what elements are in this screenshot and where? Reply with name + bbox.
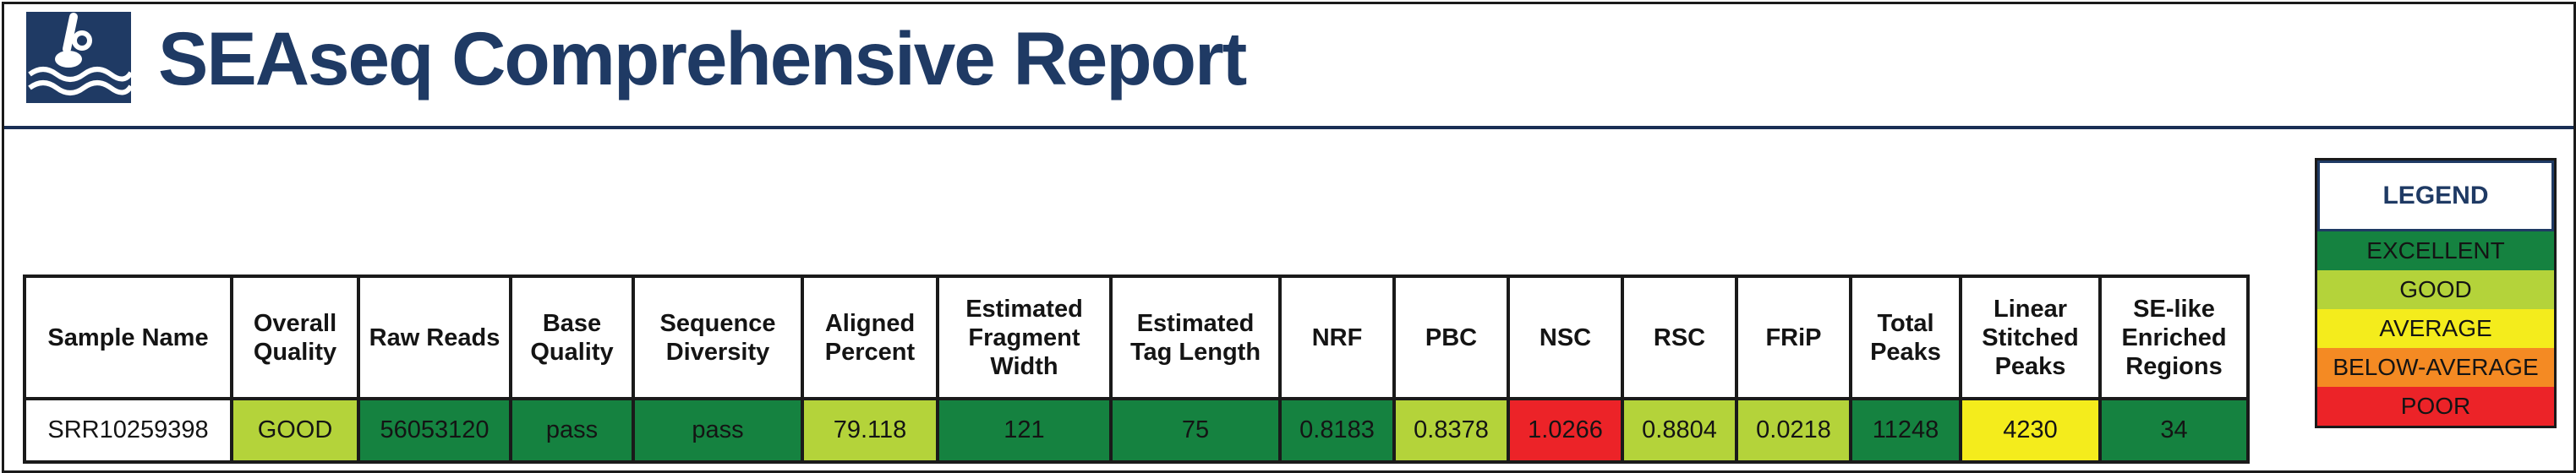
- table-row: SRR10259398 GOOD 56053120 pass pass 79.1…: [23, 397, 2250, 464]
- sample-name-cell: SRR10259398: [23, 397, 233, 464]
- tag-length-cell: 75: [1109, 397, 1282, 464]
- col-header: NRF: [1278, 275, 1396, 400]
- overall-quality-cell: GOOD: [230, 397, 360, 464]
- rsc-cell: 0.8804: [1621, 397, 1738, 464]
- quality-legend: LEGEND EXCELLENT GOOD AVERAGE BELOW-AVER…: [2315, 158, 2557, 428]
- col-header: SE-like Enriched Regions: [2098, 275, 2250, 400]
- col-header: Sample Name: [23, 275, 233, 400]
- col-header: NSC: [1507, 275, 1624, 400]
- col-header: Raw Reads: [357, 275, 512, 400]
- col-header: FRiP: [1735, 275, 1852, 400]
- nrf-cell: 0.8183: [1278, 397, 1396, 464]
- legend-title: LEGEND: [2317, 160, 2554, 231]
- report-title: SEAseq Comprehensive Report: [158, 16, 1247, 101]
- col-header: Overall Quality: [230, 275, 360, 400]
- col-header: PBC: [1392, 275, 1510, 400]
- col-header: Base Quality: [509, 275, 635, 400]
- report-header: SEAseq Comprehensive Report: [4, 4, 2573, 129]
- fragment-width-cell: 121: [936, 397, 1113, 464]
- nsc-cell: 1.0266: [1507, 397, 1624, 464]
- col-header: Linear Stitched Peaks: [1959, 275, 2102, 400]
- legend-item-below-average: BELOW-AVERAGE: [2317, 348, 2554, 387]
- col-header: Sequence Diversity: [632, 275, 804, 400]
- col-header: RSC: [1621, 275, 1738, 400]
- table-header-row: Sample Name Overall Quality Raw Reads Ba…: [23, 275, 2250, 400]
- frip-cell: 0.0218: [1735, 397, 1852, 464]
- col-header: Aligned Percent: [801, 275, 939, 400]
- legend-item-excellent: EXCELLENT: [2317, 231, 2554, 270]
- seaseq-logo-icon: [26, 12, 134, 103]
- col-header: Estimated Tag Length: [1109, 275, 1282, 400]
- metrics-table: Sample Name Overall Quality Raw Reads Ba…: [23, 275, 2250, 464]
- sequence-diversity-cell: pass: [632, 397, 804, 464]
- legend-item-good: GOOD: [2317, 270, 2554, 309]
- total-peaks-cell: 11248: [1849, 397, 1962, 464]
- linear-stitched-peaks-cell: 4230: [1959, 397, 2102, 464]
- col-header: Estimated Fragment Width: [936, 275, 1113, 400]
- raw-reads-cell: 56053120: [357, 397, 512, 464]
- base-quality-cell: pass: [509, 397, 635, 464]
- pbc-cell: 0.8378: [1392, 397, 1510, 464]
- legend-item-average: AVERAGE: [2317, 309, 2554, 348]
- aligned-percent-cell: 79.118: [801, 397, 939, 464]
- legend-item-poor: POOR: [2317, 387, 2554, 426]
- col-header: Total Peaks: [1849, 275, 1962, 400]
- se-like-regions-cell: 34: [2098, 397, 2250, 464]
